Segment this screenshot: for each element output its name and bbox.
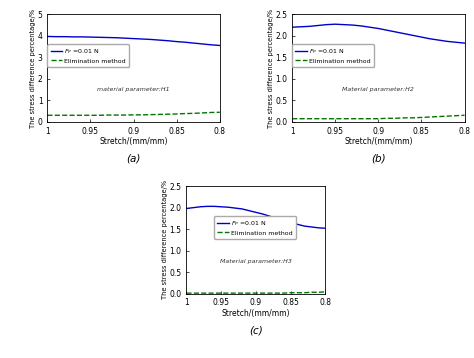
X-axis label: Stretch/(mm/mm): Stretch/(mm/mm) xyxy=(100,137,168,146)
Y-axis label: The stress difference percentage/%: The stress difference percentage/% xyxy=(268,9,274,127)
Legend: $F_P$ =0.01 N, Elimination method: $F_P$ =0.01 N, Elimination method xyxy=(292,44,374,67)
Text: material parameter:H1: material parameter:H1 xyxy=(97,87,170,92)
X-axis label: Stretch/(mm/mm): Stretch/(mm/mm) xyxy=(344,137,412,146)
Text: (c): (c) xyxy=(249,326,263,336)
Text: (a): (a) xyxy=(127,154,141,164)
Y-axis label: The stress difference percentage/%: The stress difference percentage/% xyxy=(162,180,168,299)
Y-axis label: The stress difference percentage/%: The stress difference percentage/% xyxy=(30,9,36,127)
Legend: $F_P$ =0.01 N, Elimination method: $F_P$ =0.01 N, Elimination method xyxy=(214,216,296,239)
Text: Material parameter:H3: Material parameter:H3 xyxy=(220,259,292,264)
Legend: $F_P$ =0.01 N, Elimination method: $F_P$ =0.01 N, Elimination method xyxy=(47,44,129,67)
Text: (b): (b) xyxy=(371,154,386,164)
X-axis label: Stretch/(mm/mm): Stretch/(mm/mm) xyxy=(222,309,290,318)
Text: Material parameter:H2: Material parameter:H2 xyxy=(342,87,414,92)
